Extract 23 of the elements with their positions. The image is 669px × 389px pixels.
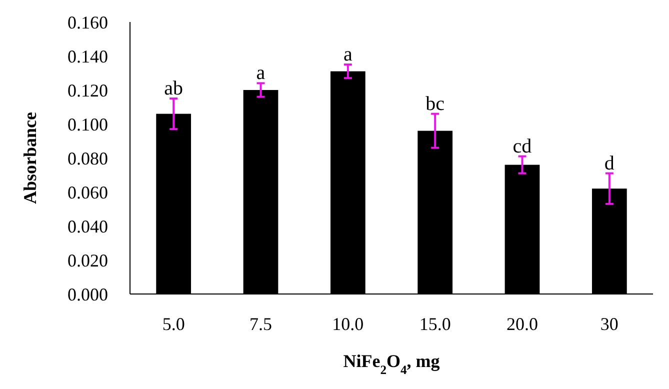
x-tick-label: 20.0 bbox=[506, 314, 538, 334]
annotation: a bbox=[343, 44, 352, 66]
y-tick-label: 0.060 bbox=[68, 182, 108, 202]
y-tick-label: 0.080 bbox=[68, 148, 108, 168]
y-tick-label: 0.140 bbox=[68, 46, 108, 66]
x-tick-label: 30 bbox=[600, 314, 618, 334]
y-tick-label: 0.100 bbox=[68, 114, 108, 134]
x-tick-label: 7.5 bbox=[250, 314, 272, 334]
y-axis-title: Absorbance bbox=[20, 112, 40, 204]
y-tick-label: 0.020 bbox=[68, 250, 108, 270]
y-tick-label: 0.160 bbox=[68, 12, 108, 32]
x-tick-label: 15.0 bbox=[419, 314, 451, 334]
annotation: ab bbox=[164, 78, 184, 100]
x-axis-title: NiFe$_{2}$O$_{4}$, mg bbox=[343, 351, 440, 377]
y-tick-label: 0.040 bbox=[68, 216, 108, 236]
annotation: bc bbox=[426, 92, 445, 115]
x-tick-label: 5.0 bbox=[162, 314, 185, 334]
annotation: d bbox=[604, 152, 614, 174]
y-tick-label: 0.000 bbox=[68, 284, 108, 304]
x-tick-label: 10.0 bbox=[332, 314, 364, 334]
annotation: a bbox=[256, 62, 266, 84]
y-tick-label: 0.120 bbox=[68, 80, 108, 100]
annotation: cd bbox=[512, 135, 532, 158]
